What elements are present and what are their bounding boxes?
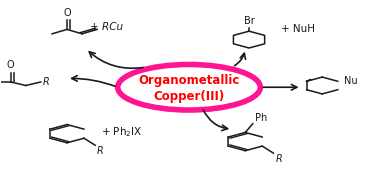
Text: R: R [275,154,282,164]
Text: Copper(III): Copper(III) [153,90,225,103]
Text: Ph: Ph [255,113,267,123]
Text: Nu: Nu [344,76,358,86]
Text: R: R [43,77,50,87]
Text: O: O [64,8,71,18]
Text: O: O [7,60,15,70]
Ellipse shape [118,64,260,110]
Text: R: R [97,146,104,156]
Text: + RCu: + RCu [90,22,123,32]
Text: Br: Br [244,16,254,26]
Text: Organometallic: Organometallic [138,74,240,87]
Text: + NuH: + NuH [281,24,315,34]
Text: + Ph$_2$IX: + Ph$_2$IX [101,125,143,139]
